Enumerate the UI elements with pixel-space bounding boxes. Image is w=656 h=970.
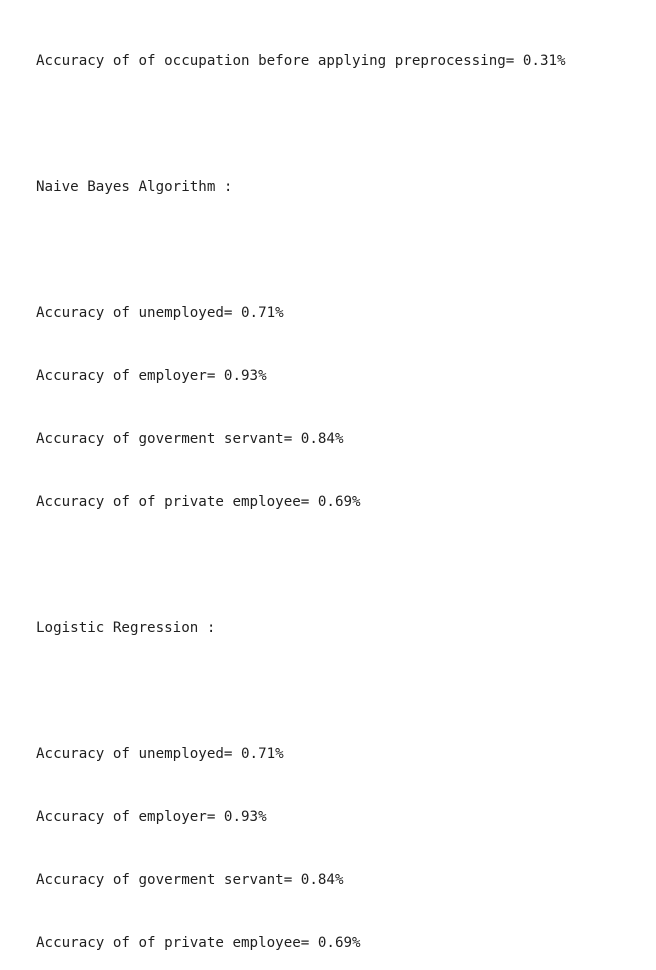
output-line-lr-unemployed: Accuracy of unemployed= 0.71% [36, 746, 284, 762]
output-line-nb-government-servant: Accuracy of goverment servant= 0.84% [36, 431, 344, 447]
blank-line [36, 240, 566, 261]
output-line-preprocessing-accuracy: Accuracy of of occupation before applyin… [36, 53, 566, 69]
console-output: Accuracy of of occupation before applyin… [36, 9, 566, 970]
blank-line [36, 555, 566, 576]
blank-line [36, 114, 566, 135]
output-line-lr-employer: Accuracy of employer= 0.93% [36, 809, 267, 825]
output-line-lr-government-servant: Accuracy of goverment servant= 0.84% [36, 872, 344, 888]
blank-line [36, 681, 566, 702]
output-line-nb-employer: Accuracy of employer= 0.93% [36, 368, 267, 384]
section-heading-logistic-regression: Logistic Regression : [36, 620, 216, 636]
section-heading-naive-bayes: Naive Bayes Algorithm : [36, 179, 233, 195]
output-line-lr-private-employee: Accuracy of of private employee= 0.69% [36, 935, 361, 951]
output-line-nb-private-employee: Accuracy of of private employee= 0.69% [36, 494, 361, 510]
output-line-nb-unemployed: Accuracy of unemployed= 0.71% [36, 305, 284, 321]
